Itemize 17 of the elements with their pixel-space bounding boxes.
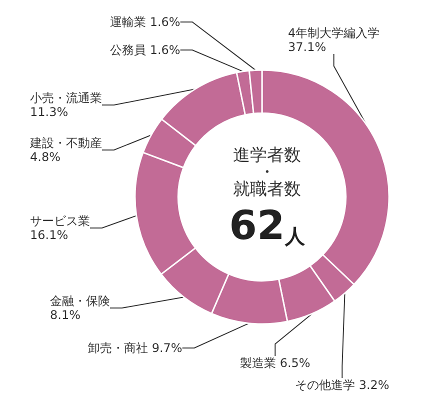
text: 進学者数・就職者数 [233,146,301,200]
data-label: 16.1% [30,228,68,242]
slice-label: その他進学 3.2% [295,378,390,392]
data-label: 37.1% [288,40,326,54]
text: 62人 [229,203,306,249]
slice-label: 小売・流通業 [30,91,102,105]
slice-label: 4年制大学編入学 [288,26,380,40]
slice-label: サービス業 [30,214,90,228]
slice-label: 卸売・商社 9.7% [88,341,182,355]
slice-label: 公務員 1.6% [110,43,180,57]
data-label: 4.8% [30,150,60,164]
slice-label: 建設・不動産 [29,136,102,150]
slice-label: 運輸業 1.6% [110,15,180,29]
data-label: 8.1% [50,308,80,322]
slice-label: 製造業 6.5% [240,356,310,370]
slice-label: 金融・保険 [50,294,110,308]
data-label: 11.3% [30,105,68,119]
